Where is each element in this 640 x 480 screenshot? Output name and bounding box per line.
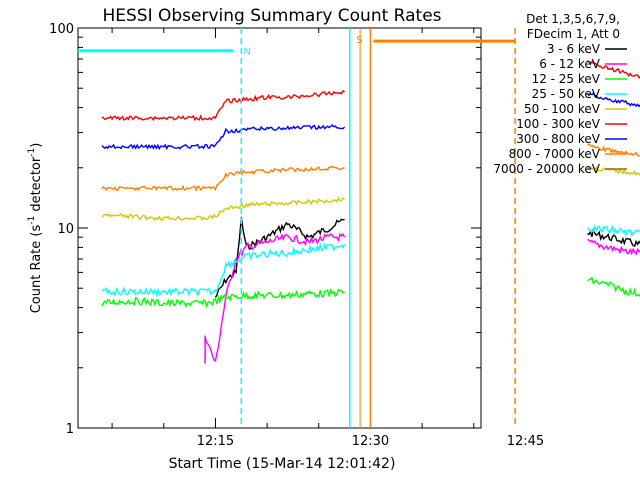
series-line-3 [587, 276, 640, 298]
series-line-1 [587, 228, 640, 247]
series-line-1 [214, 217, 345, 298]
series-line-4 [101, 242, 346, 298]
series-line-5 [101, 196, 345, 221]
series-line-6 [587, 60, 640, 79]
y-axis-label-part-3: ) [29, 143, 44, 148]
legend-label: 25 - 50 keV [532, 87, 601, 101]
y-axis-label-exp-1: -1 [27, 216, 37, 225]
series-line-2 [204, 232, 346, 363]
legend-label: 12 - 25 keV [532, 72, 601, 86]
annotation-layer: SN [78, 28, 516, 428]
series-line-6 [101, 89, 345, 122]
legend-label: 800 - 7000 keV [509, 147, 601, 161]
y-tick-label: 1 [66, 422, 74, 437]
series-line-7 [586, 92, 640, 108]
legend-label: 50 - 100 keV [524, 102, 601, 116]
y-tick-label: 100 [49, 22, 74, 37]
series-line-4 [587, 224, 640, 238]
series-line-8 [587, 143, 640, 157]
y-axis-ticks: 1 10 100 [49, 22, 481, 437]
y-axis-label-part-1: Count Rate (s [29, 225, 44, 314]
legend-header-line-2: FDecim 1, Att 0 [527, 27, 620, 41]
chart-title: HESSI Observing Summary Count Rates [102, 6, 441, 26]
series-line-3 [101, 288, 345, 309]
legend-header-line-1: Det 1,3,5,6,7,9, [526, 12, 620, 26]
y-axis-label-part-2: detector [29, 156, 44, 216]
y-tick-label: 10 [57, 222, 74, 237]
x-tick-label: 12:30 [352, 434, 389, 449]
series-line-8 [101, 165, 345, 193]
x-tick-label: 12:15 [197, 434, 234, 449]
series-layer [101, 60, 640, 363]
series-line-5 [586, 165, 640, 176]
series-line-7 [101, 124, 346, 151]
night-label: N [244, 47, 251, 58]
y-axis-label-exp-2: -1 [27, 148, 37, 157]
attenuator-label: S [356, 35, 362, 46]
legend-label: 3 - 6 keV [547, 42, 601, 56]
y-axis-label: Count Rate (s-1 detector-1) [27, 143, 44, 314]
legend-label: 7000 - 20000 keV [493, 162, 600, 176]
x-axis-label: Start Time (15-Mar-14 12:01:42) [169, 456, 396, 472]
series-line-2 [587, 238, 640, 256]
legend-label: 6 - 12 keV [539, 57, 601, 71]
legend-label: 300 - 800 keV [516, 132, 600, 146]
x-tick-label: 12:45 [507, 434, 544, 449]
legend-label: 100 - 300 keV [516, 117, 600, 131]
